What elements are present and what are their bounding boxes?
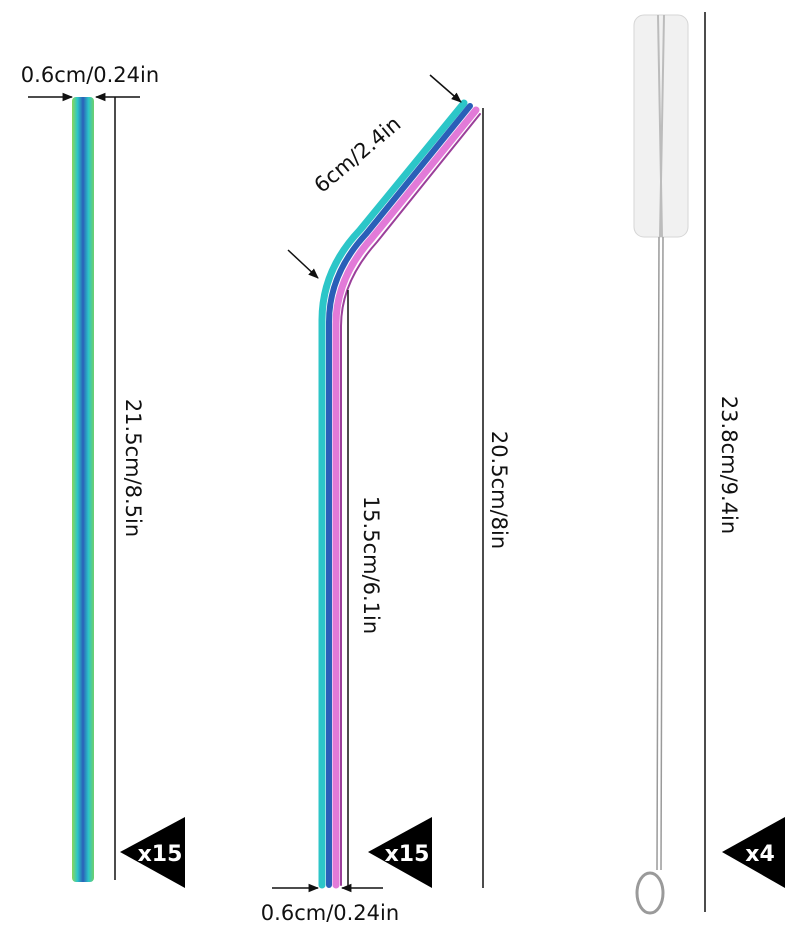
- brush-wire: [656, 236, 664, 871]
- bent-straw-total-length-label: 20.5cm/8in: [487, 431, 511, 549]
- straight-straw-quantity-label: x15: [138, 842, 183, 867]
- bent-straw-bend-label: 6cm/2.4in: [310, 112, 406, 198]
- bend-arrow-lower: [287, 249, 319, 279]
- bent-straw-quantity-label: x15: [385, 842, 430, 867]
- quantity-badge: [368, 817, 432, 888]
- brush-bristles: [633, 14, 689, 238]
- bent-straw-group: 6cm/2.4in 20.5cm/8in 15.5cm/6.1in x15 0.…: [261, 74, 511, 925]
- straight-straw-length-label: 21.5cm/8.5in: [121, 399, 145, 537]
- quantity-badge: [120, 817, 185, 888]
- straight-straw-group: 0.6cm/0.24in 21.5cm/8.5in x15: [21, 63, 185, 888]
- brush-loop: [635, 871, 665, 915]
- bent-straws: [318, 99, 481, 889]
- bend-arrow-upper: [429, 74, 462, 103]
- straight-straw: [72, 97, 94, 882]
- straight-straw-diameter-label: 0.6cm/0.24in: [21, 63, 159, 87]
- quantity-badge: [722, 817, 785, 888]
- cleaning-brush-group: 23.8cm/9.4in x4: [633, 12, 785, 915]
- bent-straw-diameter-label: 0.6cm/0.24in: [261, 901, 399, 925]
- brush-quantity-label: x4: [745, 842, 775, 867]
- brush-length-label: 23.8cm/9.4in: [717, 396, 741, 534]
- bent-straw-straight-length-label: 15.5cm/6.1in: [359, 496, 383, 634]
